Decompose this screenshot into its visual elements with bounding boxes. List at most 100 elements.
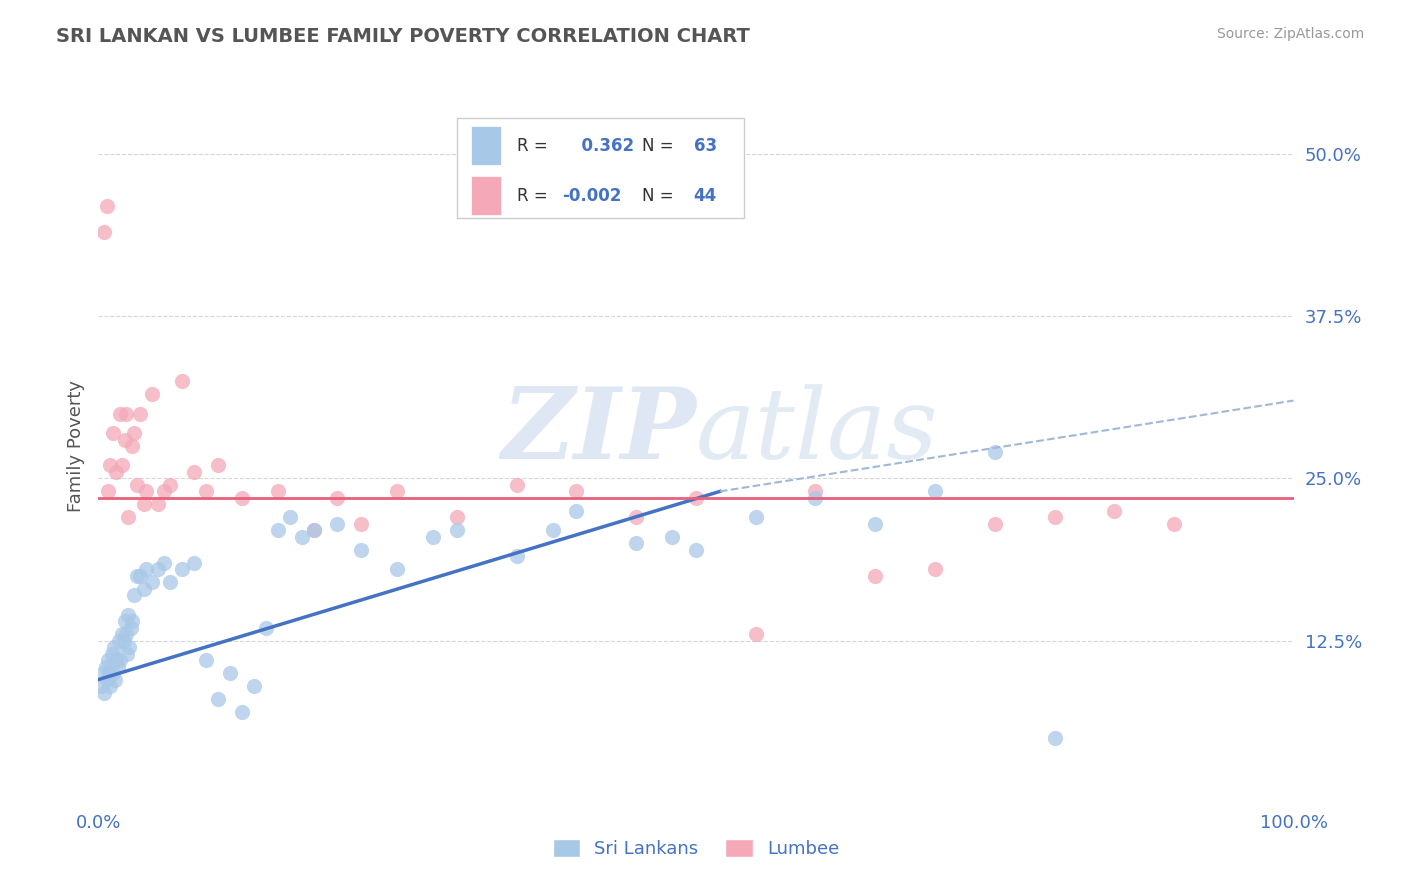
Text: 44: 44 bbox=[693, 186, 717, 204]
Point bbox=[105, 653, 128, 667]
Point bbox=[254, 621, 277, 635]
Point bbox=[219, 666, 242, 681]
Point bbox=[114, 433, 136, 447]
Point bbox=[91, 679, 114, 693]
Point bbox=[745, 510, 768, 524]
Point bbox=[148, 497, 170, 511]
Point bbox=[141, 575, 163, 590]
Point bbox=[506, 549, 529, 564]
Point bbox=[108, 653, 131, 667]
Point bbox=[804, 491, 827, 505]
Point bbox=[159, 478, 181, 492]
Text: -0.002: -0.002 bbox=[562, 186, 621, 204]
Point bbox=[195, 653, 218, 667]
Point bbox=[97, 653, 120, 667]
Point bbox=[104, 673, 127, 687]
Point bbox=[117, 607, 139, 622]
Text: N =: N = bbox=[643, 186, 673, 204]
Point bbox=[231, 491, 253, 505]
Point bbox=[350, 542, 373, 557]
Point bbox=[93, 225, 115, 239]
Point bbox=[108, 407, 131, 421]
Point bbox=[291, 530, 314, 544]
Point bbox=[115, 647, 138, 661]
Point bbox=[446, 524, 468, 538]
Point bbox=[135, 484, 157, 499]
Point bbox=[685, 491, 707, 505]
Point bbox=[141, 387, 163, 401]
Point bbox=[121, 614, 143, 628]
Point bbox=[172, 374, 194, 388]
Point bbox=[153, 556, 176, 570]
Text: atlas: atlas bbox=[696, 384, 939, 479]
Point bbox=[278, 510, 301, 524]
Point bbox=[385, 484, 409, 499]
Point bbox=[326, 491, 349, 505]
Point bbox=[111, 627, 134, 641]
Point bbox=[107, 633, 129, 648]
Point bbox=[565, 504, 588, 518]
Point bbox=[118, 640, 141, 654]
Point bbox=[231, 705, 253, 719]
Point bbox=[326, 516, 349, 531]
Text: ZIP: ZIP bbox=[501, 384, 696, 480]
Point bbox=[121, 439, 143, 453]
Point bbox=[153, 484, 176, 499]
FancyBboxPatch shape bbox=[471, 126, 501, 165]
Point bbox=[865, 516, 887, 531]
Point bbox=[506, 478, 529, 492]
Point bbox=[1043, 731, 1066, 745]
Point bbox=[105, 465, 128, 479]
Point bbox=[129, 568, 152, 582]
Point bbox=[111, 458, 134, 473]
Point bbox=[207, 692, 229, 706]
Point bbox=[446, 510, 468, 524]
Point bbox=[385, 562, 409, 576]
Point bbox=[98, 679, 122, 693]
Point bbox=[626, 536, 648, 550]
Point bbox=[96, 199, 118, 213]
Point bbox=[97, 484, 120, 499]
Point bbox=[626, 510, 648, 524]
Text: SRI LANKAN VS LUMBEE FAMILY POVERTY CORRELATION CHART: SRI LANKAN VS LUMBEE FAMILY POVERTY CORR… bbox=[56, 27, 751, 45]
Text: R =: R = bbox=[517, 186, 547, 204]
Y-axis label: Family Poverty: Family Poverty bbox=[66, 380, 84, 512]
Point bbox=[125, 478, 148, 492]
Point bbox=[195, 484, 218, 499]
Legend: Sri Lankans, Lumbee: Sri Lankans, Lumbee bbox=[546, 831, 846, 865]
Point bbox=[1104, 504, 1126, 518]
FancyBboxPatch shape bbox=[457, 118, 744, 218]
Point bbox=[302, 524, 325, 538]
Point bbox=[103, 640, 125, 654]
Point bbox=[91, 666, 114, 681]
Point bbox=[98, 458, 122, 473]
Point bbox=[107, 659, 129, 673]
Point bbox=[984, 516, 1007, 531]
Point bbox=[685, 542, 707, 557]
Point bbox=[93, 685, 115, 699]
Text: R =: R = bbox=[517, 136, 547, 154]
Point bbox=[125, 568, 148, 582]
Point bbox=[267, 524, 290, 538]
Point bbox=[243, 679, 266, 693]
Point bbox=[96, 673, 118, 687]
Point bbox=[94, 659, 117, 673]
Point bbox=[172, 562, 194, 576]
Point bbox=[112, 633, 135, 648]
Point bbox=[129, 407, 152, 421]
Point bbox=[183, 465, 205, 479]
Point bbox=[183, 556, 205, 570]
Point bbox=[115, 407, 138, 421]
Text: 63: 63 bbox=[693, 136, 717, 154]
Point bbox=[302, 524, 325, 538]
FancyBboxPatch shape bbox=[471, 176, 501, 215]
Point bbox=[114, 614, 136, 628]
Point bbox=[661, 530, 683, 544]
Text: Source: ZipAtlas.com: Source: ZipAtlas.com bbox=[1216, 27, 1364, 41]
Point bbox=[924, 562, 946, 576]
Point bbox=[115, 627, 138, 641]
Point bbox=[1163, 516, 1185, 531]
Point bbox=[98, 666, 121, 681]
Point bbox=[135, 562, 157, 576]
Point bbox=[804, 484, 827, 499]
